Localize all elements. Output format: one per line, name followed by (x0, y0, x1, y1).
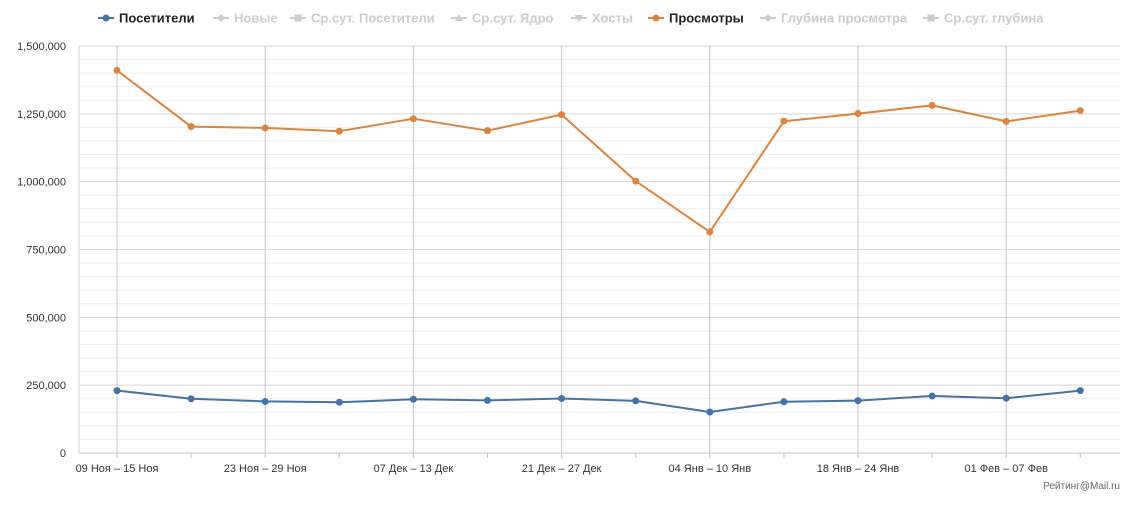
data-point[interactable] (780, 398, 788, 406)
legend-marker-icon (294, 14, 302, 22)
x-axis: 09 Ноя – 15 Ноя 23 Ноя – 29 Ноя 07 Дек – 1… (76, 453, 1081, 475)
series-Посетители (113, 387, 1084, 416)
series-line (116, 69, 1081, 233)
data-point[interactable] (1076, 107, 1084, 115)
data-point[interactable] (706, 408, 714, 416)
y-tick-label: 1,500,000 (17, 41, 66, 53)
credit-label[interactable]: Рейтинг@Mail.ru (1043, 481, 1120, 492)
legend-label: Ср.сут. Ядро (472, 11, 554, 26)
x-tick-label: 21 Дек – 27 Дек (522, 463, 602, 475)
legend-label: Новые (234, 11, 278, 26)
data-point[interactable] (261, 397, 269, 405)
y-tick-label: 750,000 (26, 245, 66, 257)
y-tick-label: 250,000 (26, 380, 66, 392)
legend-label: Хосты (592, 11, 633, 26)
legend-label: Ср.сут. глубина (944, 11, 1044, 26)
x-tick-label: 01 Фев – 07 Фев (964, 463, 1048, 475)
data-point[interactable] (1076, 387, 1084, 395)
legend-item[interactable]: Посетители (98, 11, 195, 26)
legend-label: Просмотры (669, 11, 744, 26)
data-point[interactable] (1002, 394, 1010, 402)
data-point[interactable] (706, 228, 714, 236)
y-tick-label: 1,000,000 (17, 177, 66, 189)
legend-item[interactable]: Хосты (571, 11, 633, 26)
legend-marker-icon (927, 14, 935, 22)
x-tick-label: 07 Дек – 13 Дек (374, 463, 454, 475)
data-point[interactable] (113, 387, 121, 395)
series-Просмотры (113, 66, 1084, 236)
data-point[interactable] (335, 127, 343, 135)
data-point[interactable] (780, 117, 788, 125)
legend: Посетители Новые Ср.сут. Посетители Ср.сут.… (98, 11, 1044, 26)
legend-marker-icon (217, 14, 225, 22)
y-tick-label: 500,000 (26, 312, 66, 324)
data-point[interactable] (854, 110, 862, 118)
data-point[interactable] (113, 66, 121, 74)
data-point[interactable] (928, 392, 936, 400)
data-point[interactable] (632, 397, 640, 405)
legend-item[interactable]: Ср.сут. глубина (923, 11, 1044, 26)
data-point[interactable] (558, 111, 566, 119)
legend-marker-icon (764, 14, 772, 22)
series-line (116, 389, 1081, 413)
data-point[interactable] (854, 397, 862, 405)
legend-item[interactable]: Просмотры (648, 11, 744, 26)
y-tick-label: 1,250,000 (17, 109, 66, 121)
legend-label: Ср.сут. Посетители (311, 11, 435, 26)
x-tick-label: 18 Янв – 24 Янв (817, 463, 900, 475)
legend-item[interactable]: Глубина просмотра (760, 11, 908, 26)
data-point[interactable] (261, 124, 269, 132)
y-axis: 0 250,000 500,000 750,000 1,000,000 1,250,000… (17, 41, 66, 460)
x-tick-label: 04 Янв – 10 Янв (669, 463, 752, 475)
legend-marker-icon (102, 14, 110, 22)
data-point[interactable] (409, 395, 417, 403)
data-point[interactable] (558, 394, 566, 402)
x-tick-label: 09 Ноя – 15 Ноя (76, 463, 159, 475)
data-point[interactable] (409, 115, 417, 123)
legend-item[interactable]: Ср.сут. Посетители (290, 11, 435, 26)
data-point[interactable] (187, 395, 195, 403)
legend-item[interactable]: Новые (213, 11, 278, 26)
data-point[interactable] (484, 396, 491, 404)
y-tick-label: 0 (60, 448, 66, 460)
x-tick-label: 23 Ноя – 29 Ноя (224, 463, 307, 475)
legend-item[interactable]: Ср.сут. Ядро (451, 11, 554, 26)
data-point[interactable] (484, 127, 491, 135)
legend-marker-icon (455, 14, 463, 21)
data-point[interactable] (187, 123, 195, 131)
legend-label: Посетители (119, 11, 195, 26)
data-point[interactable] (1002, 117, 1010, 125)
legend-marker-icon (575, 15, 583, 22)
plot-area (113, 66, 1084, 416)
data-point[interactable] (928, 101, 936, 109)
legend-label: Глубина просмотра (781, 11, 908, 26)
legend-marker-icon (652, 14, 660, 22)
data-point[interactable] (335, 398, 343, 406)
grid (78, 45, 1120, 454)
data-point[interactable] (632, 177, 640, 185)
